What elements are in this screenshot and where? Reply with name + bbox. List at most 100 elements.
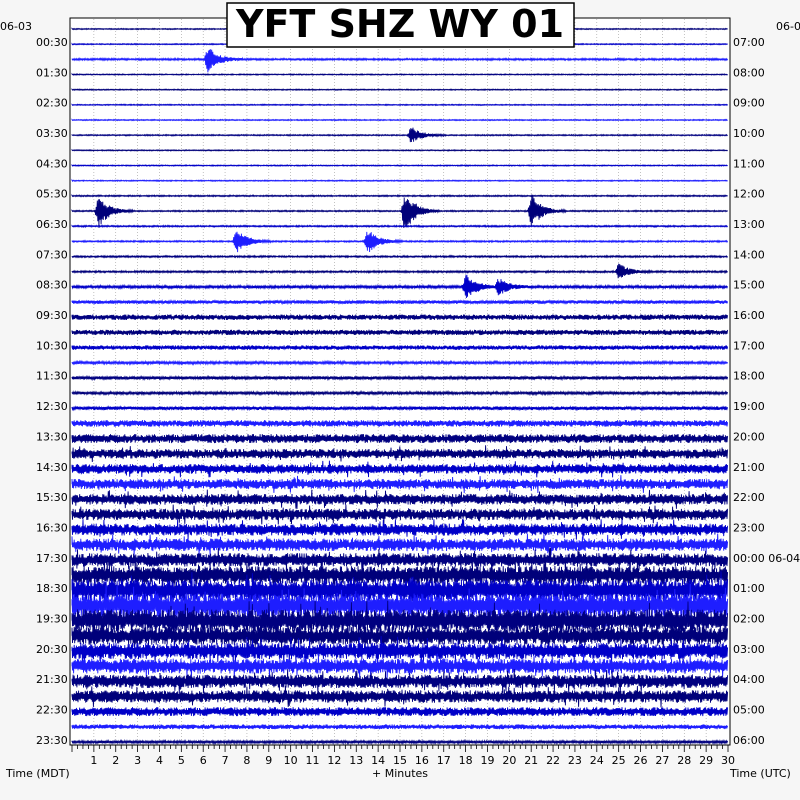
trace-line <box>71 571 729 611</box>
x-tick-label: 1 <box>90 754 97 767</box>
row-label-left: 03:30 <box>36 127 68 140</box>
trace-line <box>71 653 729 679</box>
row-label-right: 13:00 <box>733 218 765 231</box>
x-tick-label: 10 <box>284 754 298 767</box>
trace-line <box>71 636 729 666</box>
trace-line <box>71 669 729 694</box>
trace-line <box>71 533 729 556</box>
x-tick-label: 23 <box>568 754 582 767</box>
trace-line <box>71 263 728 279</box>
chart-title: YFT SHZ WY 01 <box>235 2 564 46</box>
row-label-left: 11:30 <box>36 370 68 383</box>
trace-line <box>71 445 729 463</box>
row-label-left: 07:30 <box>36 248 68 261</box>
row-label-right: 09:00 <box>733 97 765 110</box>
x-tick-label: 7 <box>222 754 229 767</box>
x-tick-label: 27 <box>655 754 669 767</box>
trace-line <box>71 389 729 397</box>
x-tick-label: 8 <box>243 754 250 767</box>
right-time-labels: 07:00 08:00 09:00 10:00 11:00 12:00 13:00 14:00… <box>733 36 800 747</box>
trace-line <box>71 49 729 73</box>
left-date-label: 06-03 <box>0 20 32 33</box>
x-tick-label: 21 <box>524 754 538 767</box>
row-label-right: 17:00 <box>733 339 765 352</box>
trace-line <box>71 314 729 320</box>
row-label-left: 13:30 <box>36 430 68 443</box>
trace-line <box>71 434 729 444</box>
row-label-right: 05:00 <box>733 703 765 716</box>
trace-line <box>71 504 729 525</box>
x-axis-ticks: 1 2 3 4 5 6 7 8 9 10 11 12 13 14 15 16 17 18 19 20 21 22 23 24 2… <box>71 745 735 767</box>
row-label-right: 19:00 <box>733 400 765 413</box>
row-label-left: 02:30 <box>36 97 68 110</box>
row-label-right: 12:00 <box>733 188 765 201</box>
trace-line <box>71 103 728 107</box>
row-label-left: 23:30 <box>36 734 68 747</box>
x-tick-label: 14 <box>371 754 385 767</box>
trace-line <box>71 519 729 540</box>
trace-line <box>71 118 728 122</box>
x-tick-label: 20 <box>502 754 516 767</box>
row-label-right: 03:00 <box>733 643 765 656</box>
trace-line <box>71 619 729 652</box>
x-tick-label: 28 <box>677 754 691 767</box>
x-tick-label: 11 <box>306 754 320 767</box>
trace-line <box>71 475 729 494</box>
row-label-right: 20:00 <box>733 430 765 443</box>
row-label-right: 01:00 <box>733 582 765 595</box>
row-label-left: 10:30 <box>36 339 68 352</box>
row-label-right: 14:00 <box>733 248 765 261</box>
x-tick-label: 29 <box>699 754 713 767</box>
row-label-right: 18:00 <box>733 370 765 383</box>
x-tick-label: 9 <box>265 754 272 767</box>
x-tick-label: 6 <box>200 754 207 767</box>
x-tick-label: 24 <box>590 754 604 767</box>
trace-line <box>71 194 728 228</box>
x-axis-label: + Minutes <box>372 767 428 780</box>
x-tick-label: 30 <box>721 754 735 767</box>
left-axis-label: Time (MDT) <box>5 767 70 780</box>
x-tick-label: 13 <box>349 754 363 767</box>
left-time-labels: 00:30 01:30 02:30 03:30 04:30 05:30 06:30 07:30… <box>36 36 68 747</box>
row-label-right: 06:00 <box>733 734 765 747</box>
trace-line <box>71 329 729 336</box>
row-label-right: 02:00 <box>733 612 765 625</box>
row-label-left: 00:30 <box>36 36 68 49</box>
trace-line <box>71 298 729 306</box>
row-label-left: 14:30 <box>36 461 68 474</box>
row-label-left: 20:30 <box>36 643 68 656</box>
row-label-right: 11:00 <box>733 157 765 170</box>
x-tick-label: 18 <box>459 754 473 767</box>
x-tick-label: 2 <box>112 754 119 767</box>
x-tick-label: 3 <box>134 754 141 767</box>
trace-line <box>71 127 728 143</box>
trace-line <box>71 344 729 351</box>
trace-line <box>71 148 728 152</box>
seismic-traces <box>71 27 729 746</box>
row-label-right: 07:00 <box>733 36 765 49</box>
trace-line <box>71 600 729 641</box>
row-label-right: 08:00 <box>733 66 765 79</box>
trace-line <box>71 685 729 708</box>
x-tick-label: 19 <box>480 754 494 767</box>
trace-line <box>71 374 729 382</box>
right-axis-label: Time (UTC) <box>729 767 791 780</box>
x-tick-label: 25 <box>612 754 626 767</box>
trace-line <box>71 224 728 229</box>
trace-line <box>71 359 728 366</box>
row-label-left: 04:30 <box>36 157 68 170</box>
x-tick-label: 5 <box>178 754 185 767</box>
trace-line <box>71 87 728 92</box>
x-tick-label: 12 <box>327 754 341 767</box>
row-label-right: 15:00 <box>733 279 765 292</box>
row-label-right: 04:00 <box>733 673 765 686</box>
row-label-left: 12:30 <box>36 400 68 413</box>
row-label-left: 17:30 <box>36 552 68 565</box>
trace-line <box>71 489 729 509</box>
trace-line <box>71 274 729 299</box>
trace-line <box>71 460 729 478</box>
trace-line <box>71 254 728 259</box>
row-label-left: 15:30 <box>36 491 68 504</box>
trace-line <box>71 723 729 730</box>
